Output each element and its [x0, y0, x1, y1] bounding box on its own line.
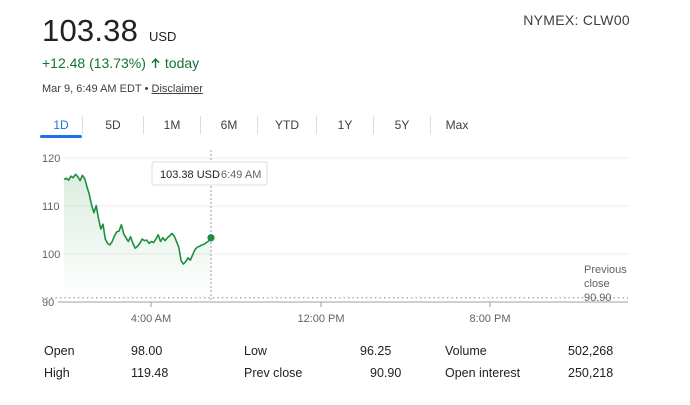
- prev-close-label-line1: Previous: [584, 264, 627, 276]
- current-price: 103.38: [42, 13, 139, 48]
- y-tick-label: 120: [42, 153, 60, 165]
- stat-volume-label: Volume: [445, 344, 487, 358]
- stat-prev-close-value: 90.90: [370, 366, 402, 380]
- tab-divider: [430, 116, 431, 134]
- tooltip-box: [151, 161, 268, 186]
- y-tick-label: 90: [42, 297, 54, 309]
- stat-prev-close-label: Prev close: [244, 366, 303, 380]
- current-price-dot: [207, 234, 215, 242]
- meta-separator: •: [144, 83, 149, 95]
- tab-divider: [200, 116, 201, 134]
- y-tick-label: 100: [42, 249, 60, 261]
- range-tabs: 1D 5D 1M 6M YTD 1Y 5Y Max: [40, 114, 483, 138]
- tab-1m[interactable]: 1M: [163, 118, 181, 132]
- previous-close-label: Previous close 90.90: [584, 264, 627, 304]
- stat-high-value: 119.48: [131, 366, 169, 380]
- change-period: today: [164, 55, 200, 71]
- stat-open-value: 98.00: [131, 344, 163, 358]
- stat-high-label: High: [44, 366, 70, 380]
- tab-divider: [373, 116, 374, 134]
- stat-open-label: Open: [44, 344, 75, 358]
- tooltip-time: 6:49 AM: [221, 169, 261, 181]
- stat-low-value: 96.25: [360, 344, 392, 358]
- stat-open-interest-label: Open interest: [445, 366, 521, 380]
- y-tick-label: 110: [42, 201, 60, 213]
- x-tick-label: 8:00 PM: [470, 313, 511, 325]
- change-value: +12.48 (13.73%): [42, 55, 146, 71]
- stat-volume-value: 502,268: [568, 344, 614, 358]
- x-tick-label: 4:00 AM: [131, 313, 171, 325]
- tab-1y[interactable]: 1Y: [337, 118, 353, 132]
- ticker-symbol: NYMEX: CLW00: [523, 12, 630, 28]
- timestamp-text: Mar 9, 6:49 AM EDT: [42, 83, 142, 95]
- tab-6m[interactable]: 6M: [220, 118, 238, 132]
- tooltip-value: 103.38 USD: [160, 169, 220, 181]
- stat-open-interest-value: 250,218: [568, 366, 614, 380]
- prev-close-label-value: 90.90: [584, 292, 612, 304]
- tab-ytd[interactable]: YTD: [275, 118, 299, 132]
- tab-5y[interactable]: 5Y: [394, 118, 410, 132]
- chart-tooltip: 103.38 USD 6:49 AM: [151, 161, 268, 186]
- stat-low-label: Low: [244, 344, 267, 358]
- tab-divider: [143, 116, 144, 134]
- price-change: +12.48 (13.73%) today: [42, 55, 199, 71]
- quote-timestamp: Mar 9, 6:49 AM EDT • Disclaimer: [42, 83, 203, 95]
- disclaimer-link[interactable]: Disclaimer: [151, 83, 203, 95]
- tab-max[interactable]: Max: [445, 118, 469, 132]
- price-line: [63, 173, 212, 265]
- price-chart[interactable]: 120 110 100 90 4:00 AM 12:00 PM 8:00 PM 103.38…: [0, 148, 690, 330]
- tab-divider: [316, 116, 317, 134]
- price-area: [64, 174, 211, 302]
- currency-label: USD: [149, 29, 177, 44]
- arrow-up-icon: [151, 58, 160, 68]
- tab-divider: [82, 116, 83, 134]
- tab-1d[interactable]: 1D: [40, 118, 82, 138]
- tab-5d[interactable]: 5D: [105, 118, 121, 132]
- tab-divider: [257, 116, 258, 134]
- prev-close-label-line2: close: [584, 278, 610, 290]
- x-tick-label: 12:00 PM: [297, 313, 344, 325]
